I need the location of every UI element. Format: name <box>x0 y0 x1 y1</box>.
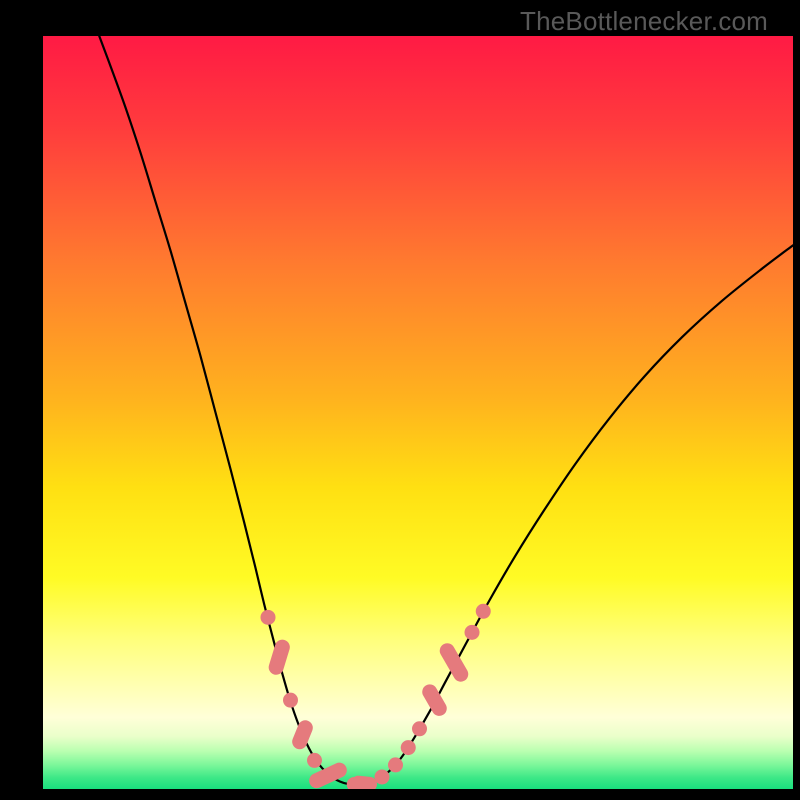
gradient-background <box>43 36 793 789</box>
marker-dot <box>283 693 298 708</box>
marker-dot <box>465 625 480 640</box>
marker-dot <box>261 610 276 625</box>
plot-area <box>43 36 793 789</box>
marker-dot <box>401 740 416 755</box>
marker-dot <box>307 753 322 768</box>
marker-dot <box>375 769 390 784</box>
watermark-text: TheBottlenecker.com <box>520 6 768 37</box>
chart-svg <box>43 36 793 789</box>
marker-dot <box>476 604 491 619</box>
marker-dot <box>412 721 427 736</box>
marker-dot <box>388 757 403 772</box>
